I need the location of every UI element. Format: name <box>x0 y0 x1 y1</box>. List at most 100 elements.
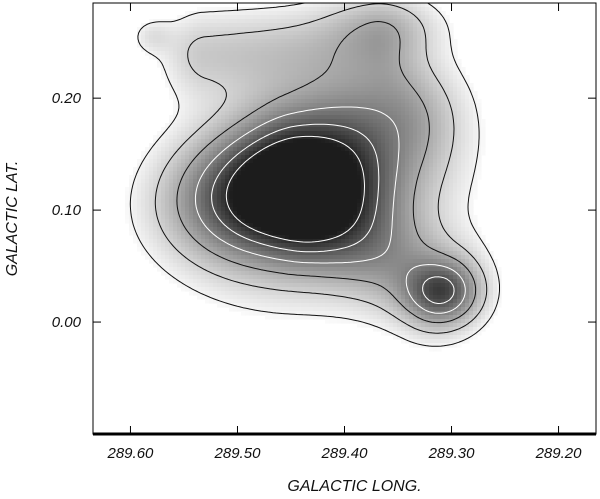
intensity-cell <box>453 135 458 140</box>
intensity-cell <box>165 239 170 244</box>
intensity-cell <box>197 211 202 216</box>
intensity-cell <box>265 163 270 168</box>
intensity-cell <box>409 123 414 128</box>
intensity-cell <box>285 175 290 180</box>
intensity-cell <box>469 227 474 232</box>
intensity-cell <box>437 99 442 104</box>
intensity-cell <box>209 15 214 20</box>
intensity-cell <box>349 79 354 84</box>
intensity-cell <box>453 147 458 152</box>
intensity-cell <box>417 227 422 232</box>
intensity-cell <box>245 187 250 192</box>
intensity-cell <box>193 35 198 40</box>
intensity-cell <box>265 115 270 120</box>
intensity-cell <box>433 235 438 240</box>
intensity-cell <box>457 111 462 116</box>
intensity-cell <box>253 39 258 44</box>
intensity-cell <box>297 27 302 32</box>
intensity-cell <box>241 163 246 168</box>
intensity-cell <box>181 55 186 60</box>
intensity-cell <box>425 47 430 52</box>
intensity-cell <box>149 175 154 180</box>
intensity-cell <box>293 171 298 176</box>
intensity-cell <box>305 207 310 212</box>
intensity-cell <box>305 231 310 236</box>
intensity-cell <box>145 51 150 56</box>
intensity-cell <box>449 191 454 196</box>
intensity-cell <box>161 135 166 140</box>
intensity-cell <box>457 235 462 240</box>
intensity-cell <box>405 99 410 104</box>
intensity-cell <box>241 123 246 128</box>
intensity-cell <box>209 11 214 16</box>
intensity-cell <box>217 203 222 208</box>
intensity-cell <box>309 115 314 120</box>
intensity-cell <box>205 123 210 128</box>
intensity-cell <box>309 19 314 24</box>
intensity-cell <box>173 159 178 164</box>
intensity-cell <box>357 243 362 248</box>
intensity-cell <box>213 127 218 132</box>
intensity-cell <box>329 203 334 208</box>
intensity-cell <box>337 79 342 84</box>
intensity-cell <box>349 171 354 176</box>
intensity-cell <box>345 43 350 48</box>
intensity-cell <box>289 31 294 36</box>
intensity-cell <box>201 47 206 52</box>
intensity-cell <box>249 115 254 120</box>
intensity-cell <box>393 79 398 84</box>
intensity-cell <box>393 59 398 64</box>
intensity-cell <box>249 239 254 244</box>
intensity-cell <box>289 119 294 124</box>
intensity-cell <box>417 243 422 248</box>
intensity-cell <box>193 163 198 168</box>
intensity-cell <box>333 219 338 224</box>
intensity-cell <box>293 55 298 60</box>
intensity-cell <box>337 59 342 64</box>
intensity-cell <box>261 79 266 84</box>
intensity-cell <box>397 247 402 252</box>
intensity-cell <box>145 227 150 232</box>
intensity-cell <box>213 67 218 72</box>
intensity-cell <box>321 95 326 100</box>
intensity-cell <box>305 199 310 204</box>
intensity-cell <box>209 27 214 32</box>
intensity-cell <box>145 163 150 168</box>
intensity-cell <box>429 179 434 184</box>
intensity-cell <box>433 111 438 116</box>
intensity-cell <box>257 231 262 236</box>
intensity-cell <box>317 3 322 8</box>
intensity-cell <box>193 203 198 208</box>
intensity-cell <box>333 215 338 220</box>
intensity-cell <box>313 171 318 176</box>
intensity-cell <box>245 111 250 116</box>
intensity-cell <box>389 123 394 128</box>
intensity-cell <box>473 195 478 200</box>
intensity-cell <box>237 63 242 68</box>
intensity-cell <box>173 163 178 168</box>
intensity-cell <box>245 99 250 104</box>
intensity-cell <box>253 175 258 180</box>
intensity-cell <box>345 107 350 112</box>
intensity-cell <box>209 247 214 252</box>
intensity-cell <box>469 235 474 240</box>
intensity-cell <box>445 75 450 80</box>
intensity-cell <box>229 95 234 100</box>
intensity-cell <box>221 123 226 128</box>
intensity-cell <box>273 183 278 188</box>
intensity-cell <box>441 119 446 124</box>
intensity-cell <box>425 107 430 112</box>
intensity-cell <box>205 75 210 80</box>
intensity-cell <box>457 151 462 156</box>
intensity-cell <box>417 103 422 108</box>
intensity-cell <box>217 31 222 36</box>
intensity-cell <box>241 119 246 124</box>
intensity-cell <box>425 163 430 168</box>
intensity-cell <box>369 155 374 160</box>
intensity-cell <box>261 179 266 184</box>
intensity-cell <box>397 103 402 108</box>
intensity-cell <box>301 127 306 132</box>
intensity-cell <box>357 59 362 64</box>
intensity-cell <box>413 239 418 244</box>
intensity-cell <box>289 15 294 20</box>
